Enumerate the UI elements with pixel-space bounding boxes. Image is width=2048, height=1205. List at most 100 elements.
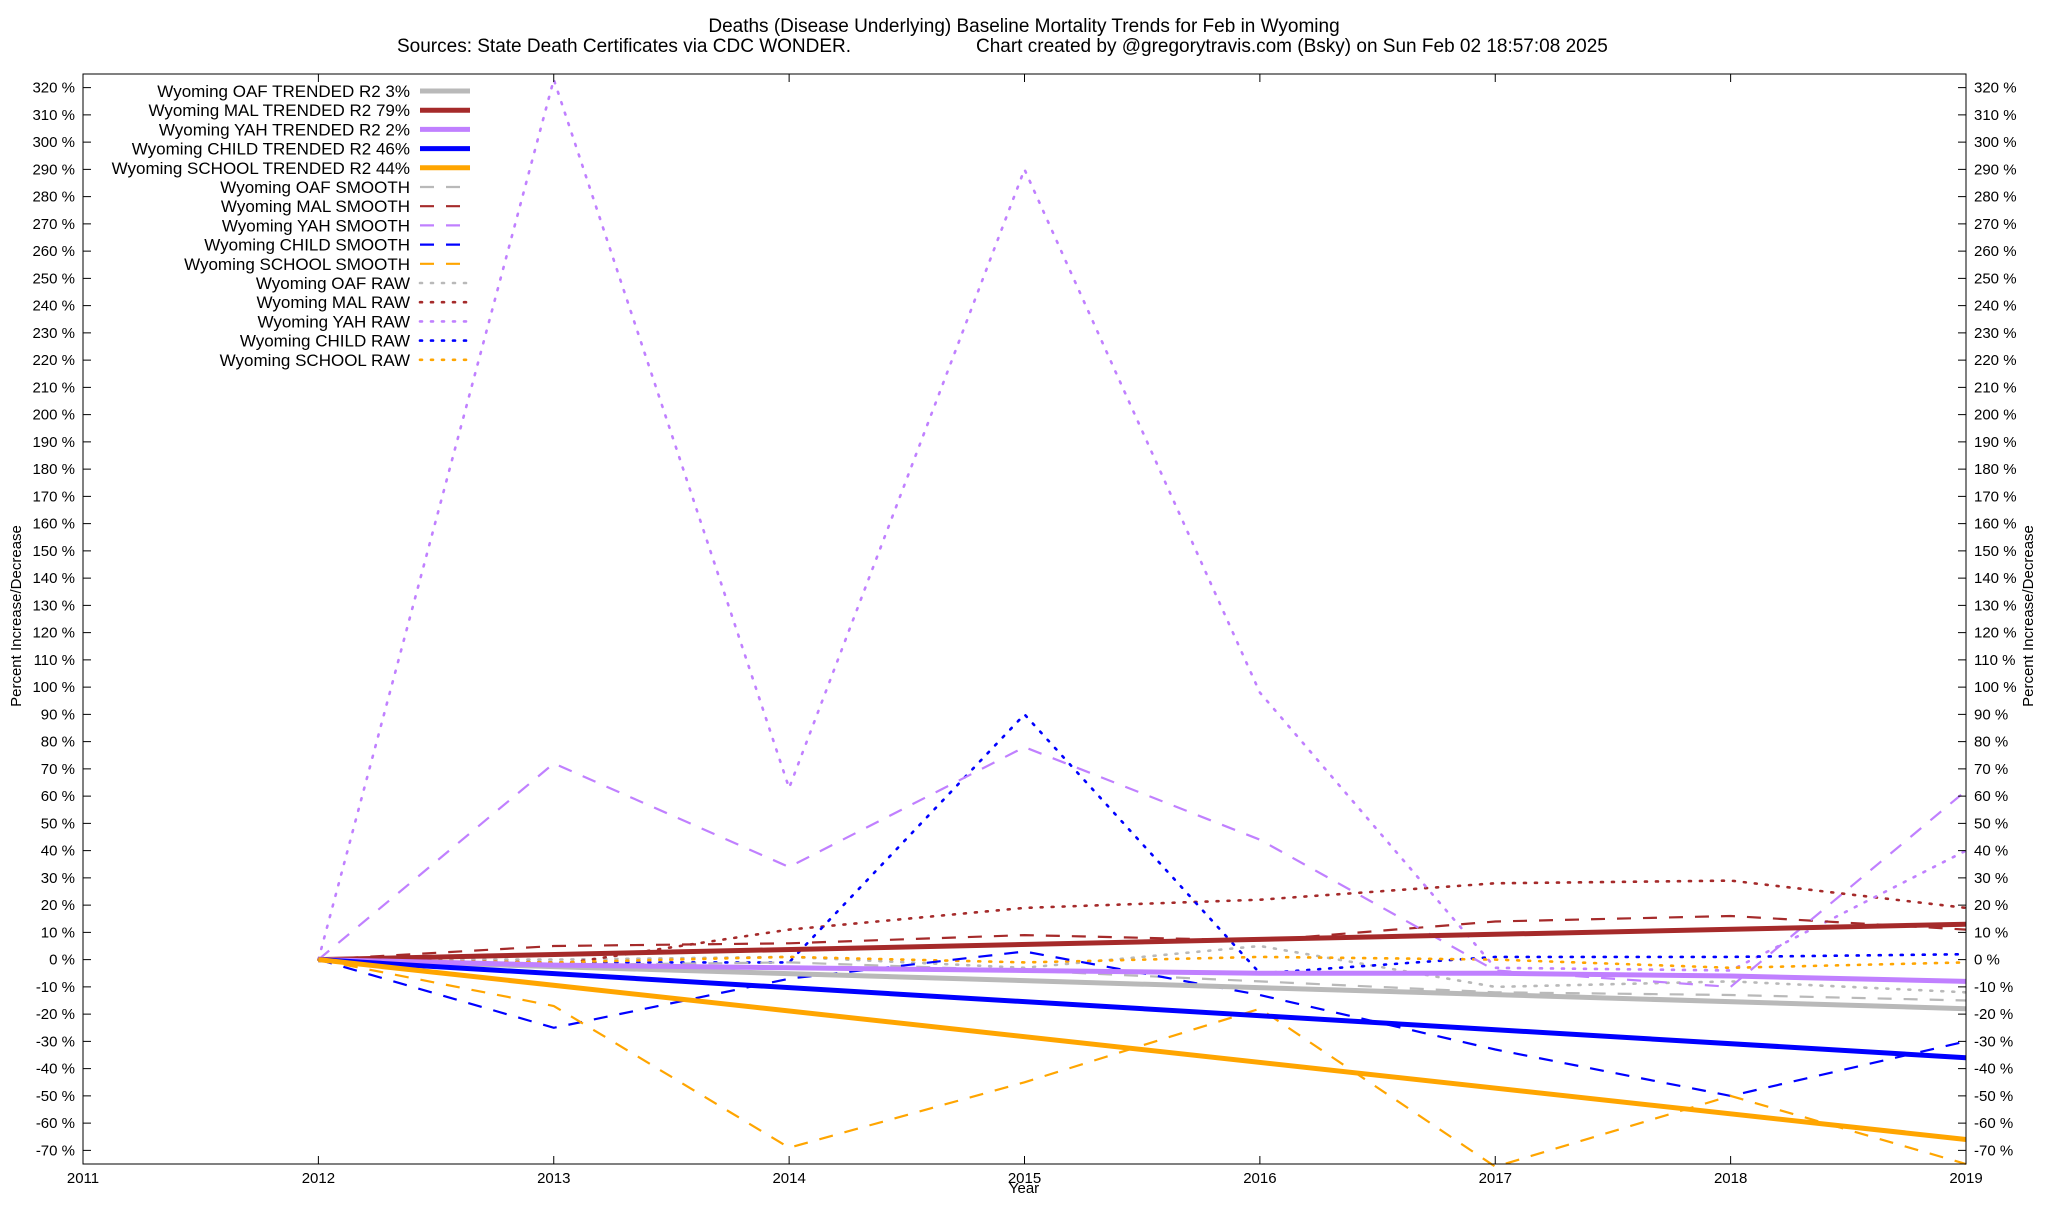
- legend-label: Wyoming CHILD SMOOTH: [204, 236, 410, 255]
- y-tick-label-left: 260 %: [32, 243, 75, 260]
- legend-label: Wyoming YAH RAW: [257, 312, 410, 331]
- legend-label: Wyoming OAF SMOOTH: [220, 178, 410, 197]
- y-tick-label-right: -30 %: [1974, 1033, 2013, 1050]
- y-tick-label-right: 300 %: [1974, 134, 2017, 151]
- y-tick-label-right: 200 %: [1974, 407, 2017, 424]
- y-tick-label-left: 70 %: [41, 761, 75, 778]
- y-tick-label-right: 240 %: [1974, 298, 2017, 315]
- chart-title: Deaths (Disease Underlying) Baseline Mor…: [708, 16, 1339, 37]
- y-axis-label: Percent Increase/Decrease: [8, 525, 25, 707]
- y-tick-label-right: 290 %: [1974, 161, 2017, 178]
- y-tick-label-left: 250 %: [32, 270, 75, 287]
- y-tick-label-right: 140 %: [1974, 570, 2017, 587]
- series-line-wyoming-yah-smooth: [317, 745, 1967, 989]
- y-tick-label-left: 20 %: [41, 897, 75, 914]
- y-tick-label-left: 140 %: [32, 570, 75, 587]
- series-line-wyoming-mal-raw: [317, 879, 1968, 967]
- x-tick-label: 2015: [1008, 1170, 1041, 1187]
- y-tick-label-left: 300 %: [32, 134, 75, 151]
- y-tick-label-right: 60 %: [1974, 788, 2008, 805]
- y-tick-label-right: 0 %: [1974, 952, 2000, 969]
- y-tick-label-left: 190 %: [32, 434, 75, 451]
- y-tick-label-left: 170 %: [32, 488, 75, 505]
- y-tick-label-right: 230 %: [1974, 325, 2017, 342]
- axis-layer: 2011 2012 2013 2014 2015 2016 2017 2018 2019 320 …: [32, 73, 2017, 1187]
- y-tick-label-left: 60 %: [41, 788, 75, 805]
- x-tick-label: 2016: [1243, 1170, 1276, 1187]
- series-line-wyoming-yah-trended-r2-2: [318, 957, 1967, 984]
- y-tick-label-left: 100 %: [32, 679, 75, 696]
- y-tick-label-right: 170 %: [1974, 488, 2017, 505]
- series-line-wyoming-school-smooth: [318, 958, 1967, 1168]
- y-tick-label-left: 160 %: [32, 516, 75, 533]
- legend-label: Wyoming YAH TRENDED R2 2%: [159, 120, 410, 139]
- y-tick-label-right: 190 %: [1974, 434, 2017, 451]
- y-tick-label-left: -60 %: [36, 1115, 75, 1132]
- legend-label: Wyoming SCHOOL RAW: [220, 351, 410, 370]
- y-tick-label-right: 120 %: [1974, 625, 2017, 642]
- legend-label: Wyoming MAL RAW: [257, 293, 411, 312]
- y-tick-label-right: -60 %: [1974, 1115, 2013, 1132]
- legend-label: Wyoming YAH SMOOTH: [222, 216, 410, 235]
- y2-axis-label: Percent Increase/Decrease: [2020, 525, 2037, 707]
- series-line-wyoming-child-trended-r2-46: [318, 957, 1967, 1061]
- y-tick-label-right: 110 %: [1974, 652, 2015, 669]
- y-tick-label-right: 210 %: [1974, 379, 2017, 396]
- y-tick-label-left: -50 %: [36, 1088, 75, 1105]
- y-tick-label-right: 310 %: [1974, 107, 2017, 124]
- y-tick-label-right: -20 %: [1974, 1006, 2013, 1023]
- series-line-wyoming-school-trended-r2-44: [318, 957, 1967, 1142]
- chart-subtitle-right: Chart created by @gregorytravis.com (Bsk…: [976, 36, 1608, 57]
- plot-layer: [317, 74, 1968, 1168]
- y-tick-label-right: 130 %: [1974, 597, 2017, 614]
- y-tick-label-right: 250 %: [1974, 270, 2017, 287]
- legend-label: Wyoming SCHOOL SMOOTH: [184, 255, 410, 274]
- y-tick-label-left: 270 %: [32, 216, 75, 233]
- y-tick-label-right: 90 %: [1974, 706, 2008, 723]
- y-tick-label-right: 280 %: [1974, 189, 2017, 206]
- y-tick-label-left: -40 %: [36, 1061, 75, 1078]
- y-tick-label-right: 100 %: [1974, 679, 2017, 696]
- legend-label: Wyoming MAL TRENDED R2 79%: [148, 101, 410, 120]
- legend-label: Wyoming CHILD RAW: [240, 332, 410, 351]
- y-tick-label-right: 220 %: [1974, 352, 2017, 369]
- legend-label: Wyoming MAL SMOOTH: [221, 197, 410, 216]
- y-tick-label-left: 80 %: [41, 734, 75, 751]
- x-tick-label: 2017: [1479, 1170, 1512, 1187]
- y-tick-label-left: 130 %: [32, 597, 75, 614]
- y-tick-label-right: 270 %: [1974, 216, 2017, 233]
- y-tick-label-right: 30 %: [1974, 870, 2008, 887]
- y-tick-label-left: 110 %: [34, 652, 75, 669]
- series-line-wyoming-school-raw: [317, 955, 1968, 970]
- series-line-wyoming-yah-raw: [317, 74, 1968, 972]
- y-tick-label-right: 150 %: [1974, 543, 2017, 560]
- x-tick-label: 2013: [537, 1170, 570, 1187]
- y-tick-label-left: 120 %: [32, 625, 75, 642]
- y-tick-label-right: 160 %: [1974, 516, 2017, 533]
- y-tick-label-left: -70 %: [36, 1142, 75, 1159]
- y-tick-label-right: -40 %: [1974, 1061, 2013, 1078]
- chart-subtitle-left: Sources: State Death Certificates via CD…: [397, 36, 851, 57]
- series-line-wyoming-mal-trended-r2-79: [318, 921, 1967, 963]
- y-tick-label-right: 70 %: [1974, 761, 2008, 778]
- y-tick-label-left: 40 %: [41, 843, 75, 860]
- legend: Wyoming OAF TRENDED R2 3%Wyoming MAL TRE…: [112, 82, 472, 370]
- y-tick-label-left: 150 %: [32, 543, 75, 560]
- y-tick-label-left: 10 %: [41, 924, 75, 941]
- y-tick-label-right: 40 %: [1974, 843, 2008, 860]
- y-tick-label-left: 220 %: [32, 352, 75, 369]
- y-tick-label-right: 80 %: [1974, 734, 2008, 751]
- legend-label: Wyoming OAF RAW: [256, 274, 410, 293]
- x-tick-label: 2019: [1949, 1170, 1982, 1187]
- x-tick-label: 2011: [67, 1170, 99, 1187]
- y-tick-label-right: -50 %: [1974, 1088, 2013, 1105]
- y-tick-label-left: 30 %: [41, 870, 75, 887]
- y-tick-label-right: 320 %: [1974, 80, 2017, 97]
- y-tick-label-left: -10 %: [36, 979, 75, 996]
- y-tick-label-left: 280 %: [32, 189, 75, 206]
- y-tick-label-right: 180 %: [1974, 461, 2017, 478]
- legend-label: Wyoming SCHOOL TRENDED R2 44%: [112, 159, 410, 178]
- y-tick-label-left: 0 %: [49, 952, 75, 969]
- y-tick-label-right: 260 %: [1974, 243, 2017, 260]
